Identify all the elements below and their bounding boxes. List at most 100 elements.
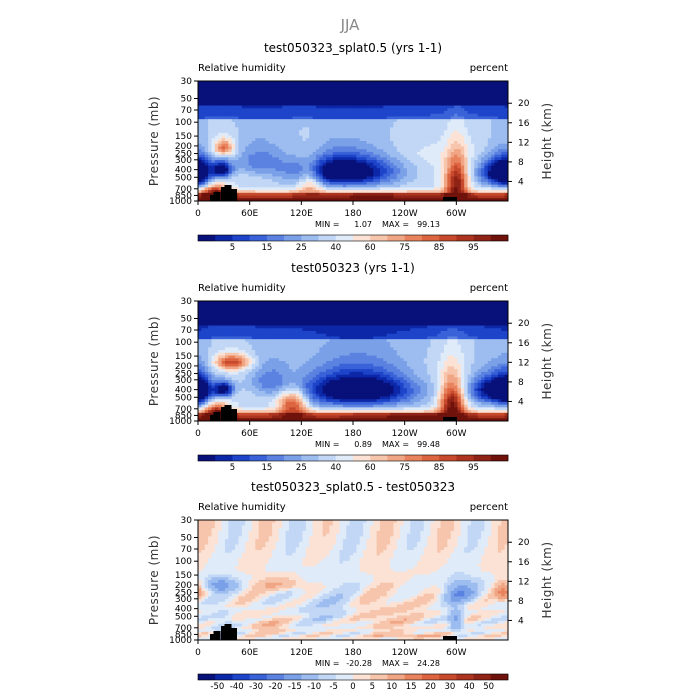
field-cell	[353, 314, 357, 318]
field-cell	[376, 192, 381, 196]
field-cell	[251, 317, 256, 321]
field-cell	[224, 97, 229, 101]
field-cell	[474, 311, 479, 316]
field-cell	[373, 119, 377, 123]
colorbar-swatch	[387, 235, 405, 241]
field-cell	[494, 320, 499, 324]
field-cell	[403, 195, 408, 199]
field-cell	[342, 105, 347, 109]
field-cell	[336, 168, 340, 172]
field-cell	[224, 314, 229, 318]
field-cell	[481, 306, 485, 310]
field-cell	[454, 151, 458, 156]
field-cell	[282, 306, 287, 310]
field-cell	[288, 86, 293, 90]
field-cell	[386, 83, 391, 87]
field-cell	[332, 111, 337, 115]
field-cell	[218, 322, 222, 326]
field-cell	[211, 184, 216, 188]
field-cell	[302, 81, 307, 85]
field-cell	[420, 102, 425, 106]
field-cell	[359, 154, 364, 158]
field-cell	[221, 173, 226, 177]
field-cell	[309, 138, 313, 142]
field-cell	[376, 317, 381, 321]
field-cell	[238, 311, 243, 316]
field-cell	[369, 119, 374, 123]
field-cell	[467, 130, 472, 134]
field-cell	[204, 325, 209, 329]
field-cell	[218, 105, 222, 109]
field-cell	[329, 81, 334, 85]
field-cell	[396, 176, 401, 180]
field-cell	[474, 171, 479, 175]
field-cell	[248, 160, 253, 164]
field-cell	[332, 97, 337, 101]
field-cell	[241, 325, 246, 329]
field-cell	[201, 132, 206, 136]
field-cell	[427, 317, 431, 321]
field-cell	[214, 111, 219, 115]
field-cell	[201, 83, 206, 87]
field-cell	[245, 320, 249, 324]
field-cell	[218, 190, 222, 194]
field-cell	[440, 190, 445, 194]
field-cell	[214, 190, 219, 194]
field-cell	[356, 184, 361, 188]
field-cell	[198, 320, 202, 324]
field-cell	[285, 154, 290, 158]
field-cell	[454, 130, 458, 134]
field-cell	[386, 91, 391, 96]
field-cell	[305, 119, 310, 123]
field-cell	[349, 306, 354, 310]
field-cell	[238, 94, 243, 98]
field-cell	[319, 149, 324, 153]
field-cell	[332, 301, 337, 305]
field-cell	[245, 179, 249, 183]
field-cell	[275, 179, 280, 183]
field-cell	[460, 187, 465, 191]
terrain-block	[224, 185, 232, 201]
field-cell	[423, 190, 428, 194]
field-cell	[326, 141, 330, 145]
field-cell	[224, 168, 229, 172]
field-cell	[353, 192, 357, 196]
field-cell	[218, 108, 222, 112]
field-cell	[224, 130, 229, 134]
field-cell	[363, 146, 367, 150]
field-cell	[218, 325, 222, 329]
field-cell	[299, 146, 303, 150]
field-cell	[238, 97, 243, 101]
field-cell	[285, 179, 290, 183]
field-cell	[218, 171, 222, 175]
field-cell	[430, 83, 435, 87]
field-cell	[366, 198, 371, 202]
field-cell	[379, 100, 384, 104]
field-cell	[268, 86, 273, 90]
field-cell	[450, 97, 455, 101]
field-cell	[447, 83, 452, 87]
right-string: percent	[470, 283, 508, 294]
field-cell	[245, 108, 249, 112]
field-cell	[403, 91, 408, 96]
field-cell	[235, 97, 239, 101]
field-cell	[265, 168, 270, 172]
field-cell	[238, 132, 243, 136]
field-cell	[312, 116, 317, 120]
field-cell	[349, 91, 354, 96]
field-cell	[363, 311, 367, 316]
field-cell	[470, 311, 475, 316]
field-cell	[504, 143, 509, 147]
field-cell	[366, 157, 371, 161]
terrain-block	[213, 192, 221, 201]
field-cell	[403, 146, 408, 150]
field-cell	[214, 179, 219, 183]
field-cell	[275, 100, 280, 104]
field-cell	[353, 303, 357, 307]
field-cell	[198, 195, 202, 199]
field-cell	[420, 81, 425, 85]
field-cell	[420, 195, 425, 199]
field-cell	[211, 303, 216, 307]
field-cell	[305, 181, 310, 186]
field-cell	[383, 181, 388, 186]
